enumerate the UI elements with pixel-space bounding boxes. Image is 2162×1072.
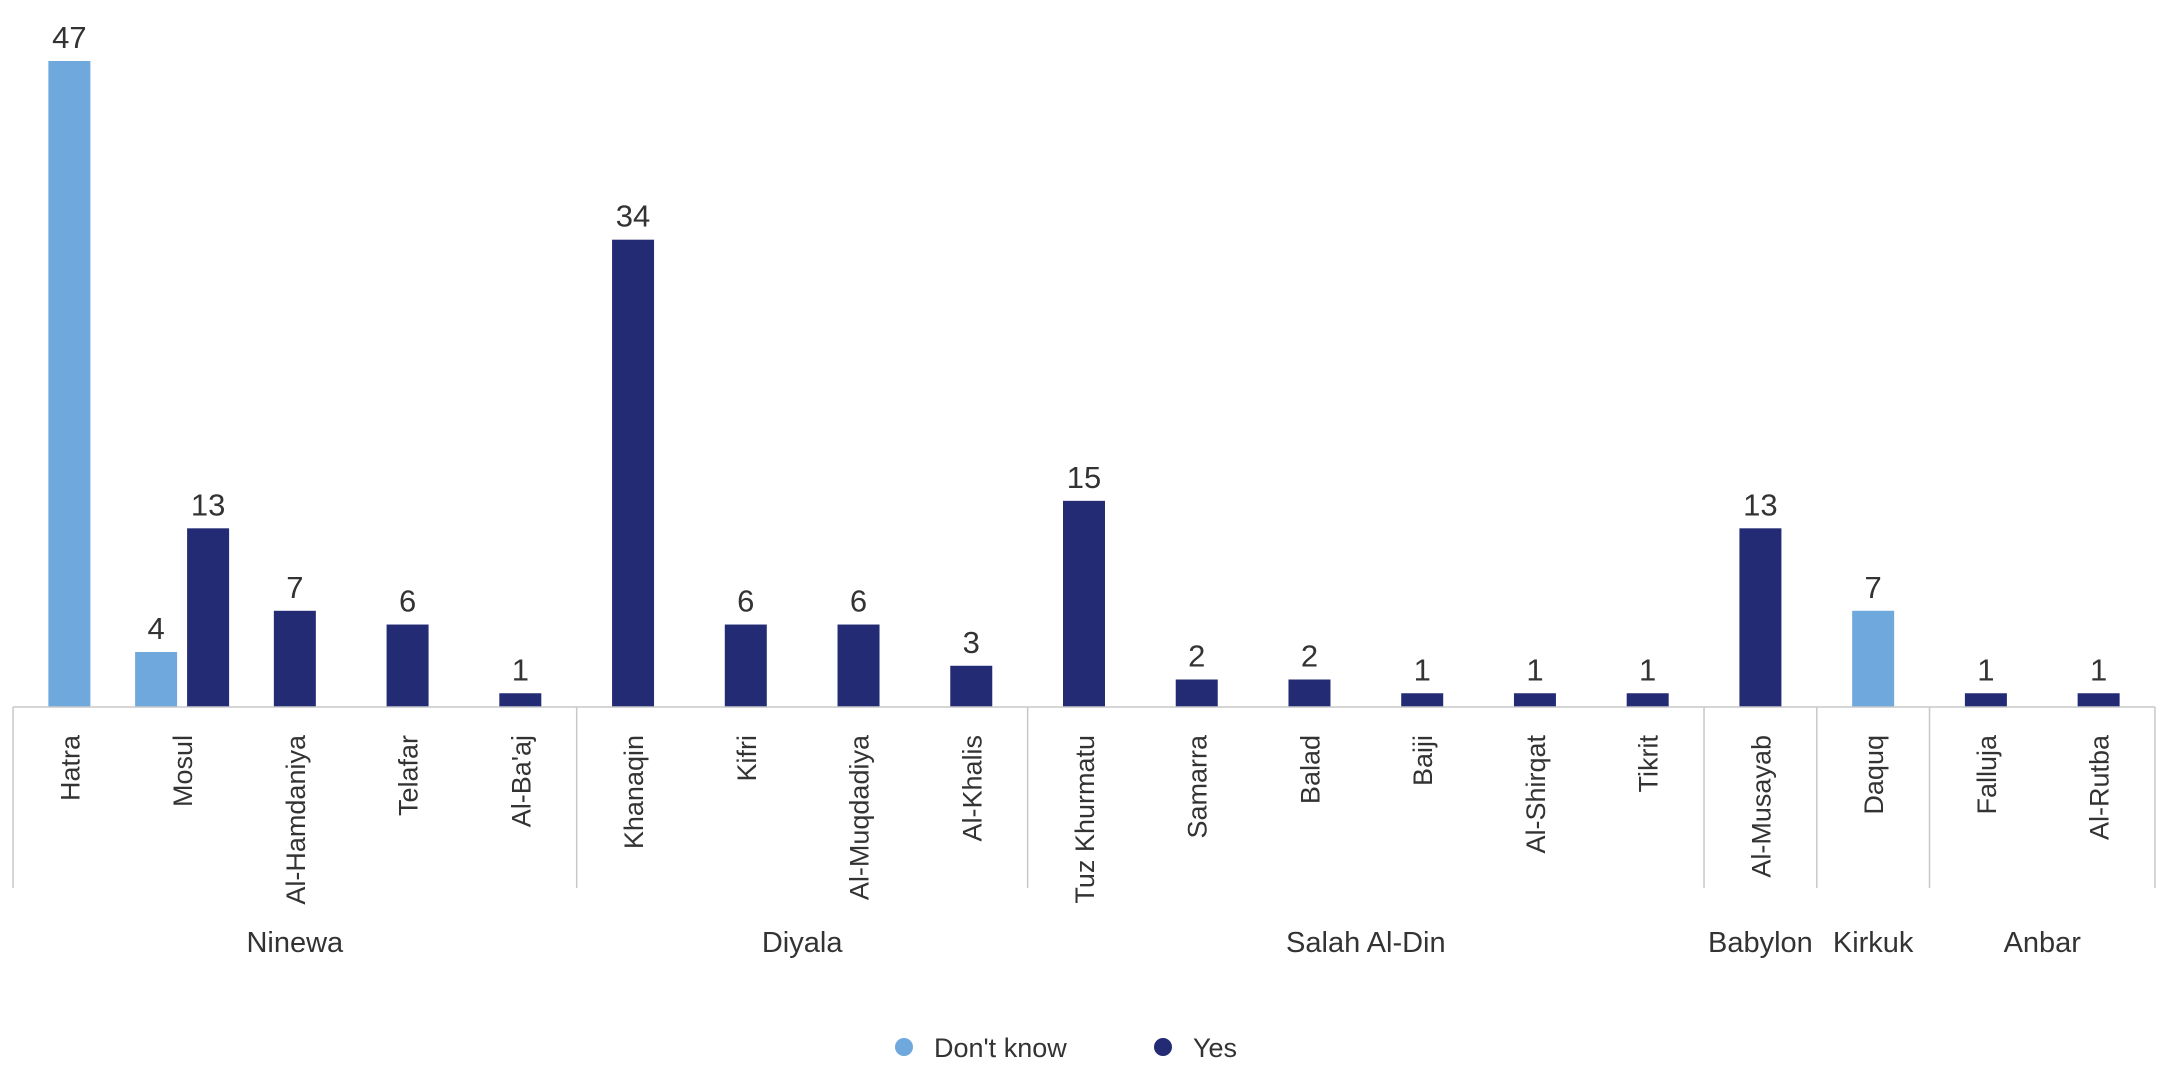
value-label-yes: 1	[1639, 652, 1656, 687]
bar-yes	[386, 624, 429, 707]
category-label: Tuz Khurmatu	[1070, 735, 1100, 904]
category-label: Samarra	[1183, 734, 1213, 839]
value-label-yes: 13	[191, 487, 225, 522]
value-label-yes: 34	[616, 199, 650, 234]
category-label: Al-Hamdaniya	[281, 734, 311, 905]
group-labels-layer: Ninewa Diyala Salah Al-Din Babylon Kirkuk Anb…	[246, 927, 2081, 959]
bar-yes	[273, 610, 316, 707]
category-label: Al-Rutba	[2085, 734, 2115, 840]
value-label-dont-know: 7	[1865, 570, 1882, 605]
category-label: Kifri	[732, 735, 762, 782]
value-label-yes: 6	[850, 584, 867, 619]
bar-yes	[837, 624, 880, 707]
bar-yes	[1513, 693, 1556, 707]
legend-label-yes: Yes	[1193, 1033, 1237, 1063]
value-label-yes: 7	[286, 570, 303, 605]
category-label: Daquq	[1859, 735, 1889, 815]
category-labels-layer: Hatra Mosul Al-Hamdaniya Telafar Al-Ba'aj Kha…	[55, 734, 2114, 905]
value-labels-layer: 47 4 13 7 6 1 34 6 6 3 15 2 2 1 1 1 13 7 1 1	[52, 20, 2107, 687]
bars-layer	[48, 61, 2120, 707]
value-label-yes: 1	[2090, 652, 2107, 687]
bar-yes	[1626, 693, 1669, 707]
bar-yes	[1964, 693, 2007, 707]
legend-marker-yes	[1154, 1038, 1172, 1056]
bar-yes	[499, 693, 542, 707]
category-axis	[12, 706, 2156, 888]
value-label-yes: 15	[1067, 460, 1101, 495]
category-label: Al-Muqdadiya	[845, 734, 875, 900]
value-label-yes: 6	[399, 584, 416, 619]
value-label-yes: 3	[963, 625, 980, 660]
category-label: Balad	[1295, 735, 1325, 804]
category-label: Khanaqin	[619, 735, 649, 849]
bar-yes	[1063, 500, 1105, 707]
legend-label-dont-know: Don't know	[934, 1033, 1067, 1063]
value-label-dont-know: 47	[52, 20, 86, 55]
category-label: Al-Shirqat	[1521, 735, 1551, 854]
bar-yes	[612, 239, 655, 707]
value-label-yes: 1	[1526, 652, 1543, 687]
value-label-yes: 13	[1743, 487, 1777, 522]
group-label: Ninewa	[246, 927, 344, 959]
bar-yes	[724, 624, 767, 707]
bar-dont-know	[135, 652, 178, 707]
value-label-yes: 1	[1977, 652, 1994, 687]
category-label: Al-Ba'aj	[506, 735, 536, 827]
value-label-yes: 2	[1188, 639, 1205, 674]
bar-yes	[1739, 528, 1782, 707]
category-label: Falluja	[1972, 734, 2002, 815]
group-label: Kirkuk	[1833, 927, 1914, 959]
legend-marker-dont-know	[895, 1038, 913, 1056]
category-label: Baiji	[1408, 735, 1438, 786]
value-label-yes: 2	[1301, 639, 1318, 674]
value-label-yes: 1	[1414, 652, 1431, 687]
bar-yes	[1401, 693, 1444, 707]
bar-yes	[1175, 679, 1218, 707]
value-label-yes: 1	[512, 652, 529, 687]
category-label: Tikrit	[1634, 735, 1664, 793]
category-label: Al-Musayab	[1746, 735, 1776, 878]
category-label: Mosul	[168, 735, 198, 807]
group-label: Babylon	[1708, 927, 1813, 959]
bar-yes	[2077, 693, 2120, 707]
category-label: Telafar	[394, 735, 424, 816]
bar-dont-know	[48, 61, 91, 707]
category-label: Hatra	[55, 734, 85, 801]
bar-yes	[1288, 679, 1331, 707]
bar-dont-know	[1852, 610, 1895, 707]
category-label: Al-Khalis	[957, 735, 987, 842]
group-label: Diyala	[762, 927, 843, 959]
group-label: Anbar	[2004, 927, 2082, 959]
bar-yes	[187, 528, 230, 707]
value-label-yes: 6	[737, 584, 754, 619]
group-label: Salah Al-Din	[1286, 927, 1446, 959]
bar-yes	[950, 665, 993, 707]
value-label-dont-know: 4	[147, 611, 164, 646]
legend: Don't know Yes	[895, 1033, 1237, 1063]
